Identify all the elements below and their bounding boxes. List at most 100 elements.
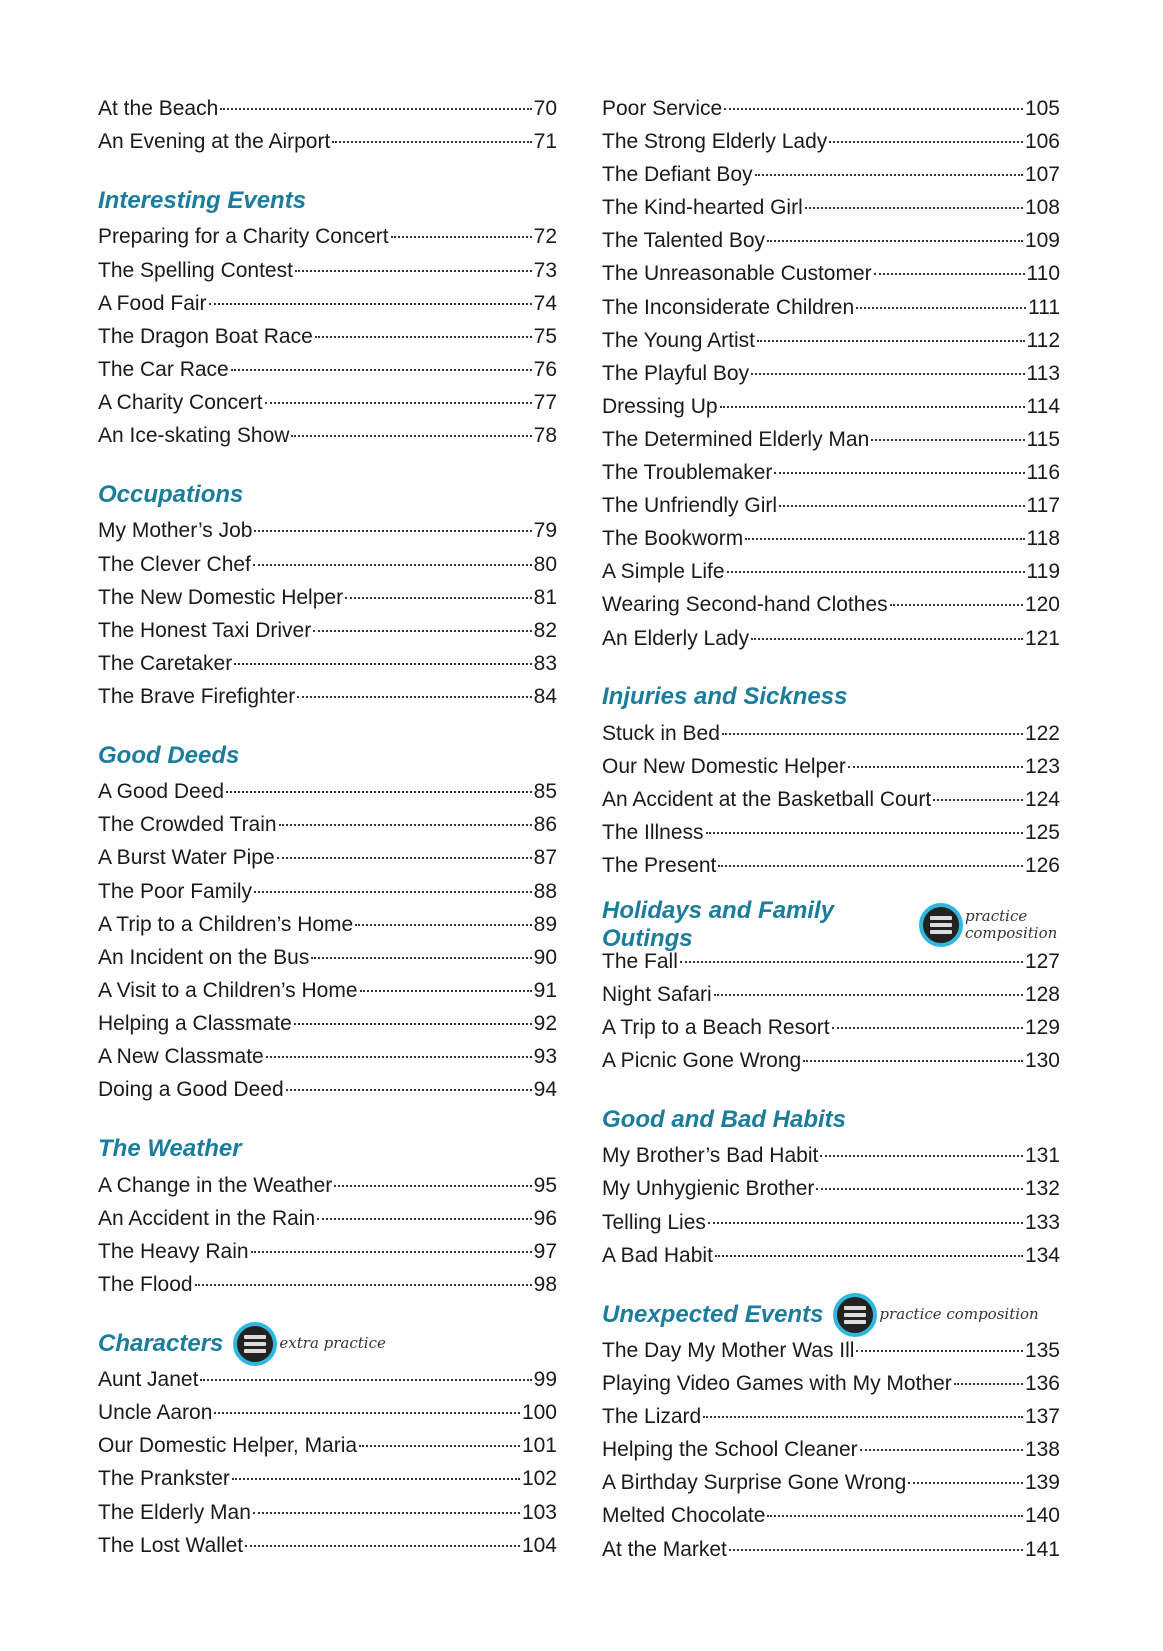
toc-entry[interactable]: The Spelling Contest 73 (98, 254, 557, 287)
dot-leader (311, 956, 532, 959)
entry-page-number: 134 (1024, 1243, 1060, 1267)
toc-entry[interactable]: A Trip to a Beach Resort 129 (602, 1011, 1060, 1044)
dot-leader (208, 302, 532, 305)
toc-entry[interactable]: A Good Deed 85 (98, 775, 557, 808)
entry-title: The Unreasonable Customer (602, 262, 872, 286)
toc-entry[interactable]: Night Safari 128 (602, 978, 1060, 1011)
toc-entry[interactable]: At the Beach 70 (98, 92, 557, 125)
toc-entry[interactable]: The New Domestic Helper 81 (98, 581, 557, 614)
toc-entry[interactable]: A Trip to a Children’s Home 89 (98, 908, 557, 941)
dot-leader (953, 1383, 1023, 1386)
toc-entry[interactable]: Telling Lies 133 (602, 1206, 1060, 1239)
dot-leader (847, 765, 1023, 768)
toc-entry[interactable]: At the Market 141 (602, 1533, 1060, 1566)
toc-entry[interactable]: A Visit to a Children’s Home 91 (98, 974, 557, 1007)
toc-entry[interactable]: Wearing Second-hand Clothes 120 (602, 588, 1060, 621)
toc-entry[interactable]: An Accident in the Rain 96 (98, 1202, 557, 1235)
toc-entry[interactable]: The Talented Boy 109 (602, 224, 1060, 257)
dot-leader (774, 472, 1025, 475)
entry-title: The Strong Elderly Lady (602, 130, 828, 154)
toc-entry[interactable]: Melted Chocolate 140 (602, 1499, 1060, 1532)
toc-entry[interactable]: The Fall 127 (602, 945, 1060, 978)
entry-title: The Lost Wallet (98, 1533, 244, 1557)
dot-leader (707, 1221, 1023, 1224)
toc-entry[interactable]: The Unfriendly Girl 117 (602, 489, 1060, 522)
toc-entry[interactable]: The Car Race 76 (98, 353, 557, 386)
toc-entry[interactable]: A Change in the Weather 95 (98, 1169, 557, 1202)
entry-page-number: 98 (533, 1272, 557, 1296)
toc-entry[interactable]: The Lizard 137 (602, 1400, 1060, 1433)
toc-entry[interactable]: An Ice-skating Show 78 (98, 419, 557, 452)
section-heading-title: Occupations (98, 481, 244, 509)
toc-entry[interactable]: Aunt Janet 99 (98, 1363, 557, 1396)
entry-page-number: 110 (1026, 262, 1060, 286)
toc-entry[interactable]: The Unreasonable Customer 110 (602, 257, 1060, 290)
dot-leader (751, 372, 1025, 375)
toc-entry[interactable]: The Flood 98 (98, 1268, 557, 1301)
toc-entry[interactable]: The Elderly Man 103 (98, 1496, 557, 1529)
entry-page-number: 100 (521, 1401, 557, 1425)
dot-leader (724, 108, 1023, 110)
toc-entry[interactable]: The Determined Elderly Man 115 (602, 423, 1060, 456)
toc-entry[interactable]: Doing a Good Deed 94 (98, 1073, 557, 1106)
toc-entry[interactable]: A Birthday Surprise Gone Wrong 139 (602, 1466, 1060, 1499)
toc-entry[interactable]: A New Classmate 93 (98, 1040, 557, 1073)
toc-entry[interactable]: A Burst Water Pipe 87 (98, 841, 557, 874)
toc-entry[interactable]: The Illness 125 (602, 816, 1060, 849)
toc-entry[interactable]: An Incident on the Bus 90 (98, 941, 557, 974)
toc-entry[interactable]: Helping the School Cleaner 138 (602, 1433, 1060, 1466)
toc-entry[interactable]: A Picnic Gone Wrong 130 (602, 1044, 1060, 1077)
toc-entry[interactable]: Helping a Classmate 92 (98, 1007, 557, 1040)
toc-entry[interactable]: An Accident at the Basketball Court 124 (602, 783, 1060, 816)
toc-entry[interactable]: A Food Fair 74 (98, 287, 557, 320)
entry-page-number: 111 (1028, 295, 1060, 319)
toc-entry[interactable]: The Kind-hearted Girl 108 (602, 191, 1060, 224)
toc-entry[interactable]: The Playful Boy 113 (602, 357, 1060, 390)
toc-entry[interactable]: An Evening at the Airport 71 (98, 125, 557, 158)
entry-title: A Trip to a Children’s Home (98, 912, 354, 936)
toc-entry[interactable]: The Bookworm 118 (602, 522, 1060, 555)
toc-entry[interactable]: The Honest Taxi Driver 82 (98, 614, 557, 647)
toc-entry[interactable]: My Mother’s Job 79 (98, 514, 557, 547)
toc-entry[interactable]: A Bad Habit 134 (602, 1239, 1060, 1272)
toc-entry[interactable]: The Heavy Rain 97 (98, 1235, 557, 1268)
toc-entry[interactable]: Poor Service 105 (602, 92, 1060, 125)
toc-entry[interactable]: Playing Video Games with My Mother 136 (602, 1367, 1060, 1400)
toc-entry[interactable]: Preparing for a Charity Concert 72 (98, 220, 557, 253)
toc-entry[interactable]: The Dragon Boat Race 75 (98, 320, 557, 353)
toc-entry[interactable]: Stuck in Bed 122 (602, 717, 1060, 750)
toc-entry[interactable]: The Day My Mother Was Ill 135 (602, 1334, 1060, 1367)
toc-entry[interactable]: The Caretaker 83 (98, 647, 557, 680)
toc-entry[interactable]: Our New Domestic Helper 123 (602, 750, 1060, 783)
entry-title: Doing a Good Deed (98, 1078, 284, 1102)
toc-entry[interactable]: Dressing Up 114 (602, 390, 1060, 423)
toc-entry[interactable]: Uncle Aaron 100 (98, 1396, 557, 1429)
entry-page-number: 124 (1024, 788, 1060, 812)
toc-entry[interactable]: An Elderly Lady 121 (602, 622, 1060, 655)
toc-entry[interactable]: The Lost Wallet 104 (98, 1529, 557, 1562)
dot-leader (745, 538, 1025, 541)
toc-entry[interactable]: The Prankster 102 (98, 1462, 557, 1495)
toc-entry[interactable]: My Brother’s Bad Habit 131 (602, 1139, 1060, 1172)
toc-entry[interactable]: The Strong Elderly Lady 106 (602, 125, 1060, 158)
dot-leader (889, 604, 1023, 607)
entry-page-number: 70 (533, 97, 557, 120)
toc-entry[interactable]: The Troublemaker 116 (602, 456, 1060, 489)
toc-entry[interactable]: A Charity Concert 77 (98, 386, 557, 419)
dot-leader (252, 1511, 520, 1514)
entry-page-number: 92 (533, 1011, 557, 1035)
toc-entry[interactable]: The Brave Firefighter 84 (98, 680, 557, 713)
toc-entry[interactable]: The Present 126 (602, 849, 1060, 882)
toc-entry[interactable]: The Clever Chef 80 (98, 548, 557, 581)
toc-entry[interactable]: Our Domestic Helper, Maria 101 (98, 1429, 557, 1462)
toc-entry[interactable]: The Defiant Boy 107 (602, 158, 1060, 191)
toc-entry[interactable]: My Unhygienic Brother 132 (602, 1172, 1060, 1205)
toc-entry[interactable]: A Simple Life 119 (602, 555, 1060, 588)
toc-entry[interactable]: The Poor Family 88 (98, 875, 557, 908)
toc-entry[interactable]: The Young Artist 112 (602, 324, 1060, 357)
entry-page-number: 128 (1024, 982, 1060, 1006)
toc-entry[interactable]: The Crowded Train 86 (98, 808, 557, 841)
entry-page-number: 72 (533, 225, 557, 249)
toc-entry[interactable]: The Inconsiderate Children 111 (602, 291, 1060, 324)
entry-page-number: 74 (533, 291, 557, 315)
